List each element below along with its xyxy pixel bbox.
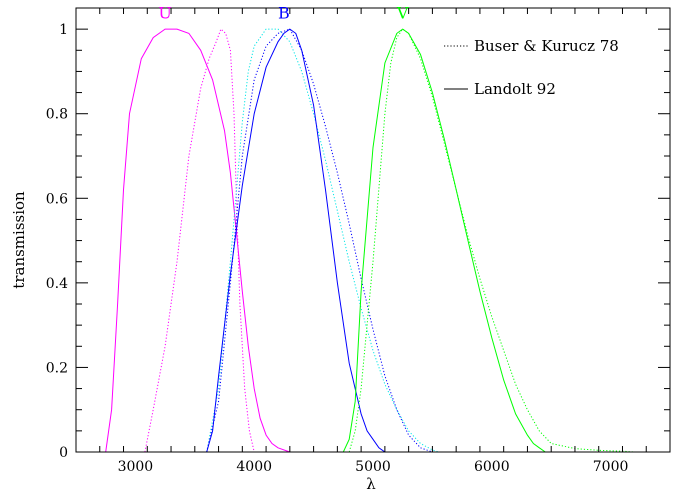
curve-b-buser-kurucz-78-3 (206, 28, 433, 453)
y-tick-label: 0 (59, 445, 68, 461)
legend-label: Landolt 92 (474, 80, 556, 98)
x-tick-label: 3000 (118, 459, 154, 475)
curve-b-buser-kurucz-78-2 (206, 28, 439, 453)
y-axis-label: transmission (10, 191, 28, 289)
x-tick-label: 5000 (355, 459, 391, 475)
y-tick-label: 0.2 (46, 360, 68, 376)
tick-labels: 3000 4000 5000 6000 7000 0 0.2 0.4 0.6 0.8 1 (46, 22, 629, 475)
axis-ticks (76, 7, 670, 452)
x-axis-label: λ (366, 475, 376, 493)
band-label-v: V (396, 4, 409, 23)
band-label-b: B (278, 4, 290, 23)
x-tick-label: 7000 (593, 459, 629, 475)
curve-u-buser-kurucz-78-0 (144, 28, 255, 453)
y-tick-label: 0.8 (46, 107, 68, 123)
x-tick-label: 4000 (236, 459, 272, 475)
curve-v-landolt-92-6 (342, 28, 546, 453)
y-tick-label: 0.4 (46, 276, 68, 292)
y-tick-label: 0.6 (46, 191, 68, 207)
curve-u-landolt-92-1 (105, 28, 290, 453)
legend: Buser & Kurucz 78 Landolt 92 (444, 37, 619, 98)
curve-b-landolt-92-4 (206, 28, 386, 453)
band-label-u: U (158, 4, 171, 23)
y-tick-label: 1 (59, 22, 68, 38)
plot-frame (75, 7, 671, 453)
x-tick-label: 6000 (474, 459, 510, 475)
curves-layer (105, 28, 635, 453)
legend-label: Buser & Kurucz 78 (474, 37, 619, 55)
